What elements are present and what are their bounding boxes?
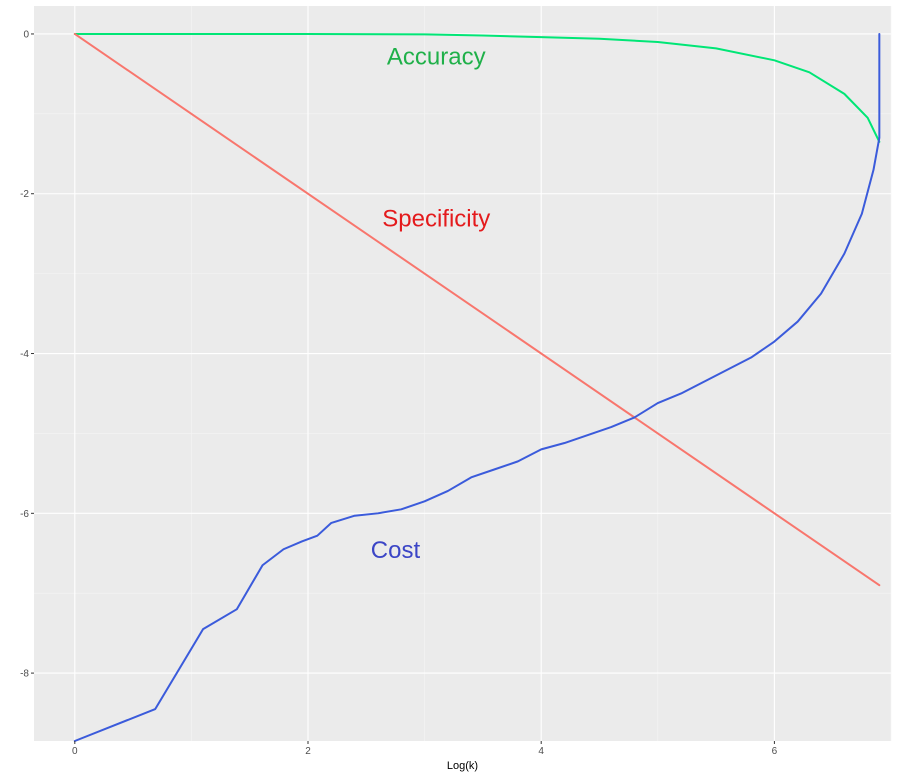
y-axis-ticks: 0 -2 -4 -6 -8 [20,29,34,680]
series-line-cost [73,32,881,742]
y-tick-label: 0 [23,29,29,40]
x-tick-label: 2 [305,746,311,757]
annotation-specificity: Specificity [382,205,490,232]
x-tick-label: 6 [772,746,778,757]
annotation-cost: Cost [371,537,421,564]
y-tick-label: -6 [20,509,29,520]
x-axis-ticks: 0 2 4 6 [72,741,778,757]
x-tick-label: 4 [538,746,544,757]
annotations: Accuracy Specificity Cost [371,43,491,564]
y-tick-label: -8 [20,669,29,680]
series-line-specificity [73,32,881,587]
x-tick-label: 0 [72,746,78,757]
x-axis-title: Log(k) [447,760,478,772]
y-tick-label: -2 [20,189,29,200]
series-line-accuracy [73,32,881,143]
annotation-accuracy: Accuracy [387,43,486,70]
plot-panel [34,6,891,741]
series-lines [73,32,881,742]
y-tick-label: -4 [20,349,29,360]
gridlines [34,6,892,741]
